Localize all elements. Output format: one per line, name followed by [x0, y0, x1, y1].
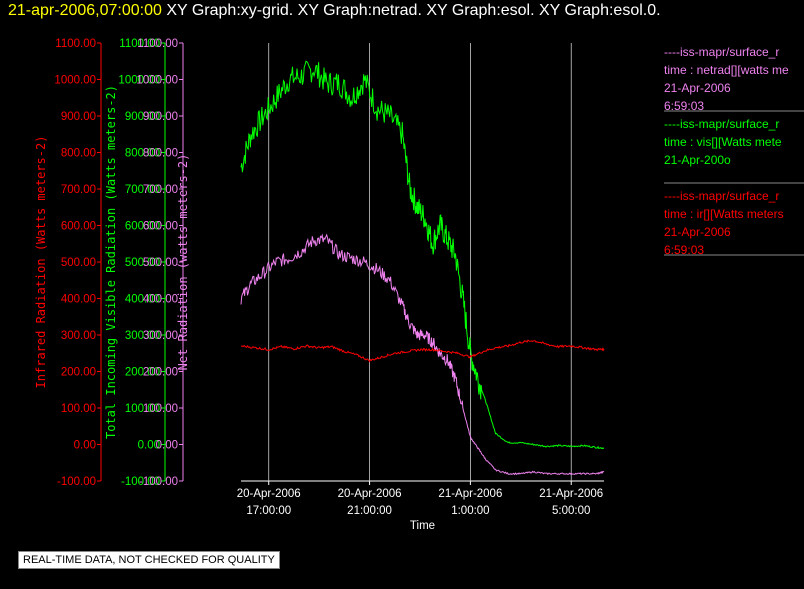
y-tick-label: 400.00 [143, 294, 178, 306]
legend-text: 21-Apr-2006 [664, 225, 731, 239]
x-tick-label: 21-Apr-2006 [539, 488, 603, 500]
y-tick-label: -100.00 [121, 476, 160, 488]
y-tick-label: 500.00 [61, 257, 96, 269]
y-tick-label: 400.00 [61, 294, 96, 306]
y-tick-label: 700.00 [143, 184, 178, 196]
y-tick-label: 700.00 [125, 184, 160, 196]
y-tick-label: 300.00 [61, 330, 96, 342]
y-tick-label: 100.00 [61, 403, 96, 415]
y-tick-label: 600.00 [61, 221, 96, 233]
y-tick-label: 0.00 [74, 440, 96, 452]
y-tick-label: 900.00 [143, 111, 178, 123]
y-tick-label: 900.00 [125, 111, 160, 123]
y-tick-label: 100.00 [125, 403, 160, 415]
y-tick-label: 600.00 [143, 221, 178, 233]
legend-text: time : ir[][Watts meters [664, 207, 784, 221]
y-tick-label: 500.00 [143, 257, 178, 269]
legend-text: 6:59:03 [664, 243, 705, 257]
grid [268, 43, 572, 481]
y-tick-label: 100.00 [143, 403, 178, 415]
x-tick-label: 5:00:00 [552, 505, 590, 517]
y-tick-label: 400.00 [125, 294, 160, 306]
x-tick-label: 20-Apr-2006 [237, 488, 301, 500]
y-tick-label: 500.00 [125, 257, 160, 269]
y-tick-label: -100.00 [57, 476, 96, 488]
legend-text: ----iss-mapr/surface_r [664, 189, 780, 203]
y-tick-label: 1100.00 [55, 38, 96, 50]
y-tick-label: 800.00 [143, 148, 178, 160]
y-tick-label: 0.00 [156, 440, 178, 452]
y-tick-label: 300.00 [125, 330, 160, 342]
series-ir-line [240, 339, 605, 363]
legend-text: ----iss-mapr/surface_r [664, 117, 780, 131]
y-tick-label: 200.00 [61, 367, 96, 379]
y-axis-label: Net Radiation (watts meters-2) [176, 154, 190, 371]
series-netrad-line [240, 233, 605, 476]
legend-text: time : netrad[][watts me [664, 63, 789, 77]
timestamp: 21-apr-2006,07:00:00 [8, 2, 162, 19]
axes: 1100.00 1000.00 900.00 800.00 700.00 600.00 50… [34, 38, 804, 532]
y-tick-label: 800.00 [61, 148, 96, 160]
graph-list: XY Graph:xy-grid. XY Graph:netrad. XY Gr… [166, 2, 661, 19]
legend-text: 6:59:03 [664, 99, 705, 113]
y-tick-label: 1100.00 [119, 38, 160, 50]
y-tick-label: 1000.00 [136, 75, 178, 87]
y-tick-label: 900.00 [61, 111, 96, 123]
y-tick-label: -100.00 [139, 476, 178, 488]
y-tick-label: 200.00 [143, 367, 178, 379]
series-vis-line [240, 60, 604, 450]
x-tick-label: 20-Apr-2006 [338, 488, 402, 500]
y-tick-label: 1000.00 [54, 75, 96, 87]
y-tick-label: 0.00 [138, 440, 160, 452]
series-lines [240, 60, 605, 476]
y-tick-label: 1100.00 [137, 38, 178, 50]
legend-text: 21-Apr-2006 [664, 81, 731, 95]
y-tick-label: 200.00 [125, 367, 160, 379]
y-axis-label: Total Incoming Visible Radiation (Watts … [104, 85, 118, 439]
x-tick-label: 21-Apr-2006 [438, 488, 502, 500]
quality-notice: REAL-TIME DATA, NOT CHECKED FOR QUALITY [18, 551, 280, 569]
y-tick-label: 700.00 [61, 184, 96, 196]
y-tick-label: 800.00 [125, 148, 160, 160]
legend-text: time : vis[][Watts mete [664, 135, 782, 149]
y-axis-label: Infrared Radiation (Watts meters-2) [34, 136, 48, 389]
x-tick-label: 1:00:00 [451, 505, 489, 517]
x-tick-label: 21:00:00 [347, 505, 392, 517]
y-tick-label: 300.00 [143, 330, 178, 342]
x-axis-label: Time [410, 520, 435, 532]
legend-text: 21-Apr-200o [664, 153, 731, 167]
y-tick-label: 600.00 [125, 221, 160, 233]
legend-text: ----iss-mapr/surface_r [664, 45, 780, 59]
x-tick-label: 17:00:00 [246, 505, 291, 517]
graph-title-bar: 21-apr-2006,07:00:00 XY Graph:xy-grid. X… [8, 2, 661, 20]
y-tick-label: 1000.00 [118, 75, 160, 87]
